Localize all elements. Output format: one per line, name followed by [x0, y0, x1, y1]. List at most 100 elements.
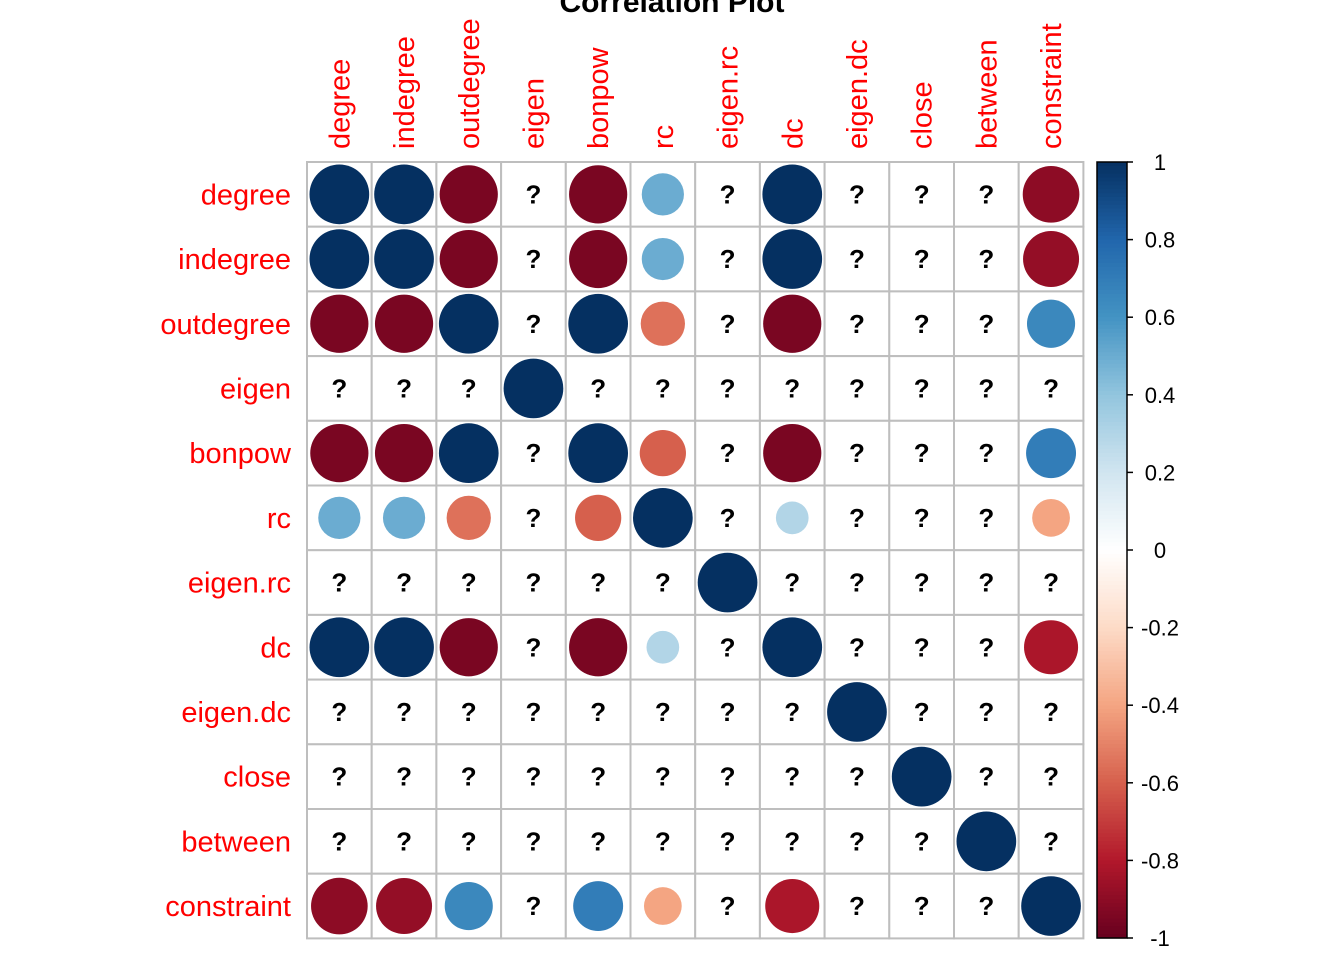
colorbar-segment [1097, 612, 1127, 617]
missing-value-mark: ? [914, 568, 930, 598]
colorbar-segment [1097, 363, 1127, 369]
missing-value-mark: ? [784, 568, 800, 598]
colorbar-segment [1097, 604, 1127, 609]
cell [694, 484, 761, 552]
colorbar-segment [1097, 542, 1127, 547]
colorbar-segment [1097, 515, 1127, 520]
column-label: dc [777, 118, 809, 149]
colorbar-segment [1097, 449, 1127, 454]
colorbar-segment [1097, 390, 1127, 396]
colorbar-segment [1097, 499, 1127, 505]
colorbar-segment [1097, 623, 1127, 629]
colorbar-segment [1097, 550, 1127, 555]
column-label: eigen.dc [842, 39, 874, 149]
cell [500, 484, 567, 552]
colorbar-segment [1097, 208, 1127, 214]
row-labels: degree indegree outdegree eigen bonpow rc eige… [160, 179, 292, 923]
colorbar-segment [1097, 305, 1127, 311]
colorbar-segment [1097, 235, 1127, 241]
colorbar-tick-label: 0.6 [1145, 305, 1176, 330]
cell [953, 872, 1020, 940]
colorbar-segment [1097, 379, 1127, 384]
colorbar-segment [1097, 755, 1127, 761]
missing-value-mark: ? [914, 244, 930, 274]
colorbar-segment [1097, 724, 1127, 730]
colorbar-segment [1097, 402, 1127, 408]
colorbar-segment [1097, 584, 1127, 590]
correlation-circle [775, 501, 809, 535]
colorbar-segment [1097, 829, 1127, 834]
cell [694, 613, 761, 681]
cell [758, 808, 826, 875]
colorbar-segment [1097, 526, 1127, 532]
colorbar-segment [1097, 872, 1127, 877]
colorbar-segment [1097, 891, 1127, 896]
colorbar-segment [1097, 313, 1127, 318]
cell [629, 549, 697, 616]
correlation-circle [309, 164, 370, 225]
colorbar-segment [1097, 437, 1127, 442]
correlation-circle [646, 630, 680, 664]
cell [694, 808, 761, 875]
column-label: indegree [389, 36, 421, 149]
colorbar-segment [1097, 394, 1127, 400]
colorbar-segment [1097, 387, 1127, 392]
color-legend: -1 -0.8 -0.6 -0.4 -0.2 0 0.2 0.4 0.6 0.8 1 [1096, 150, 1179, 951]
colorbar-segment [1097, 596, 1127, 602]
column-label: eigen [518, 78, 550, 149]
correlation-circle [1026, 428, 1077, 479]
missing-value-mark: ? [849, 826, 865, 856]
correlation-circle [697, 552, 758, 613]
colorbar-tick-label: 1 [1154, 150, 1166, 175]
cell [953, 225, 1020, 293]
cell [306, 678, 373, 746]
colorbar-segment [1097, 720, 1127, 726]
colorbar-segment [1097, 274, 1127, 279]
row-label: eigen.rc [188, 568, 291, 600]
colorbar-segment [1097, 476, 1127, 481]
colorbar-segment [1097, 324, 1127, 330]
colorbar-segment [1097, 790, 1127, 796]
missing-value-mark: ? [331, 568, 347, 598]
colorbar-segment [1097, 185, 1127, 190]
cell [694, 678, 761, 746]
cell [888, 872, 955, 940]
colorbar-segment [1097, 336, 1127, 342]
colorbar-tick-label: -0.2 [1141, 616, 1179, 641]
colorbar-segment [1097, 821, 1127, 827]
missing-value-mark: ? [1043, 762, 1059, 792]
missing-value-mark: ? [914, 697, 930, 727]
correlation-circle [439, 229, 498, 289]
colorbar-segment [1097, 588, 1127, 594]
missing-value-mark: ? [396, 373, 412, 403]
colorbar-segment [1097, 270, 1127, 276]
missing-value-mark: ? [461, 568, 477, 598]
colorbar-segment [1097, 278, 1127, 283]
missing-value-mark: ? [849, 373, 865, 403]
row-label: eigen.dc [181, 697, 291, 729]
colorbar-segment [1097, 689, 1127, 695]
colorbar-segment [1097, 573, 1127, 578]
colorbar-segment [1097, 231, 1127, 237]
correlation-circle [382, 496, 426, 539]
colorbar-segment [1097, 553, 1127, 559]
colorbar-tick-label: 0.4 [1145, 383, 1176, 408]
cell [1017, 743, 1085, 810]
correlation-circle [446, 495, 491, 540]
cell [823, 484, 891, 552]
colorbar-segment [1097, 538, 1127, 543]
correlation-circle [1021, 876, 1081, 936]
colorbar-segment [1097, 546, 1127, 551]
correlation-circle [503, 358, 564, 419]
correlation-circle [639, 430, 686, 477]
colorbar-segment [1097, 561, 1127, 567]
correlation-circle [439, 165, 498, 224]
correlation-circle [374, 164, 434, 225]
column-labels: degree indegree outdegree eigen bonpow rc eige… [324, 18, 1068, 149]
colorbar-segment [1097, 705, 1127, 710]
colorbar-segment [1097, 359, 1127, 365]
colorbar-segment [1097, 321, 1127, 326]
colorbar-segment [1097, 224, 1127, 229]
cell [823, 549, 891, 616]
missing-value-mark: ? [914, 632, 930, 662]
